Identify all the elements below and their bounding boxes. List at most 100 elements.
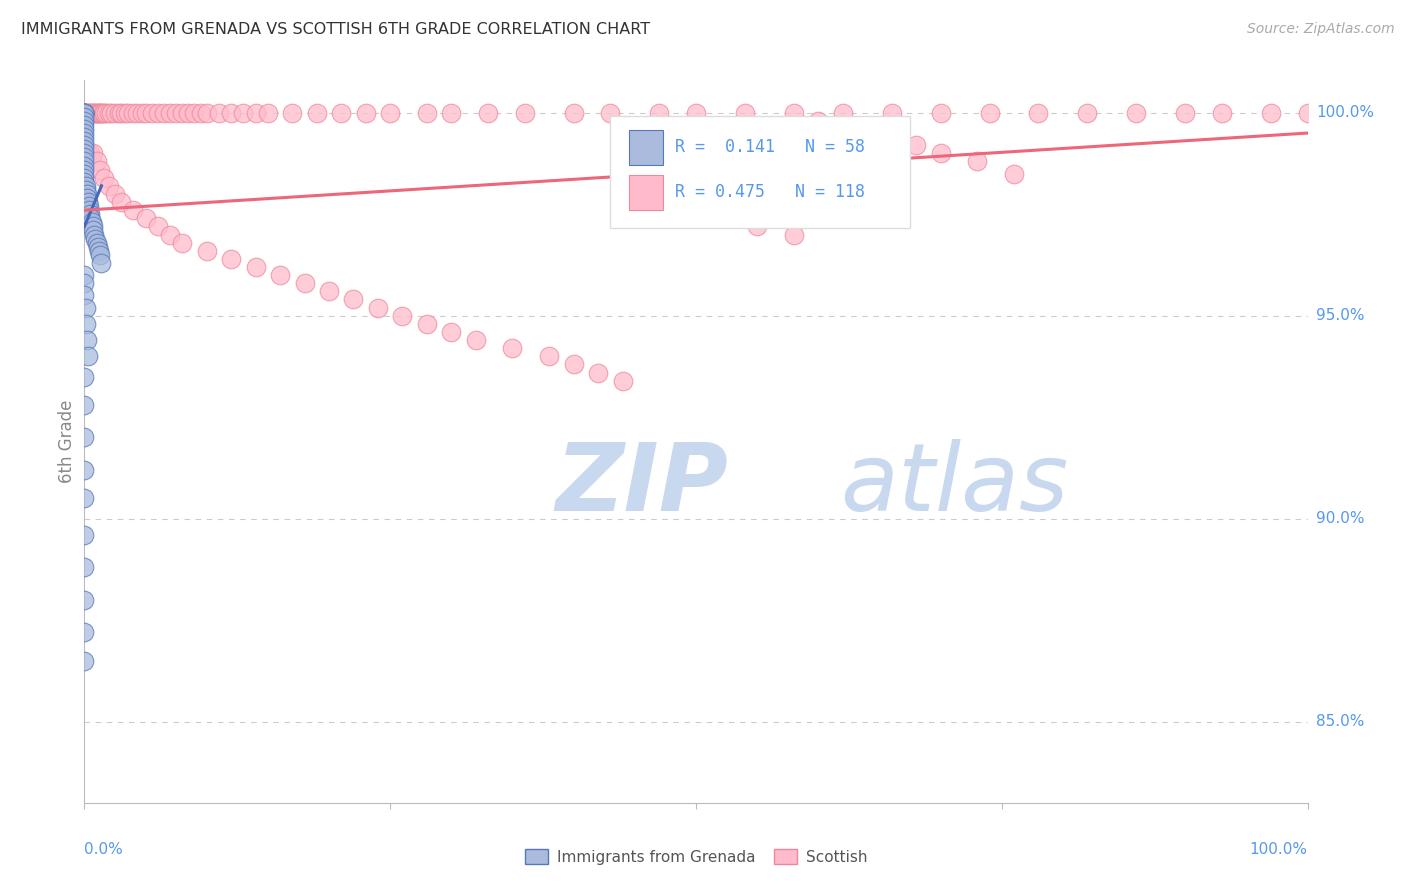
Point [91,105,114,120]
Point [89,105,111,120]
Point [131,105,153,120]
Point [110,195,132,210]
Point [599,105,621,120]
Point [97,178,120,193]
Point [73,122,96,136]
Point [96,105,118,120]
Point [1174,105,1197,120]
Point [80,105,103,120]
Point [79,105,101,120]
Point [73,528,96,542]
Point [159,227,181,242]
Point [73,105,96,120]
Point [416,105,439,120]
Point [75,178,97,193]
Point [86,154,108,169]
Point [107,105,129,120]
Point [73,146,96,161]
Point [1260,105,1282,120]
Point [73,105,96,120]
Text: 95.0%: 95.0% [1316,309,1364,323]
Point [75,317,97,331]
Point [73,134,96,148]
Point [905,138,928,153]
Point [73,142,96,156]
Point [807,114,830,128]
Point [79,211,101,226]
Point [76,191,98,205]
Point [318,285,340,299]
Point [77,146,100,161]
Point [110,105,132,120]
Point [831,105,853,120]
Point [305,105,328,120]
Point [966,154,988,169]
Text: IMMIGRANTS FROM GRENADA VS SCOTTISH 6TH GRADE CORRELATION CHART: IMMIGRANTS FROM GRENADA VS SCOTTISH 6TH … [21,22,650,37]
Point [83,105,105,120]
Point [73,154,96,169]
Point [440,105,463,120]
Point [73,167,96,181]
Point [232,105,254,120]
Text: 100.0%: 100.0% [1250,842,1308,856]
Point [219,252,242,266]
Point [880,105,903,120]
Point [87,244,110,258]
Point [195,244,218,258]
Point [141,105,163,120]
Point [73,430,96,444]
Point [77,105,100,120]
Point [869,130,891,145]
Point [82,146,104,161]
Text: atlas: atlas [841,440,1069,531]
Point [77,195,100,210]
Point [709,211,731,226]
Point [73,105,96,120]
Point [73,105,96,120]
Text: R =  0.141   N = 58: R = 0.141 N = 58 [675,138,865,156]
Point [330,105,353,120]
Point [648,105,671,120]
Point [172,105,194,120]
Text: Source: ZipAtlas.com: Source: ZipAtlas.com [1247,22,1395,37]
Point [73,105,96,120]
Text: 85.0%: 85.0% [1316,714,1364,729]
Point [1002,167,1025,181]
Point [73,110,96,124]
Point [93,170,115,185]
Point [177,105,200,120]
Point [747,219,769,234]
Point [73,105,96,120]
Point [73,114,96,128]
Point [84,231,107,245]
Point [1296,105,1319,120]
Point [73,162,96,177]
Point [125,105,148,120]
Point [562,358,585,372]
Point [685,203,707,218]
Point [73,105,96,120]
Point [117,105,139,120]
Point [146,105,169,120]
Point [73,105,96,120]
Point [75,105,97,120]
Point [636,186,658,201]
Point [104,105,127,120]
Point [219,105,242,120]
Text: ZIP: ZIP [555,439,728,531]
Point [146,219,169,234]
Point [257,105,280,120]
Point [153,105,176,120]
Point [734,105,756,120]
Point [73,288,96,302]
Point [90,105,112,120]
Point [75,301,97,315]
Point [114,105,136,120]
Point [73,126,96,140]
Y-axis label: 6th Grade: 6th Grade [58,400,76,483]
Point [73,105,96,120]
Point [73,130,96,145]
Point [80,215,103,229]
Point [135,105,157,120]
Point [562,105,585,120]
